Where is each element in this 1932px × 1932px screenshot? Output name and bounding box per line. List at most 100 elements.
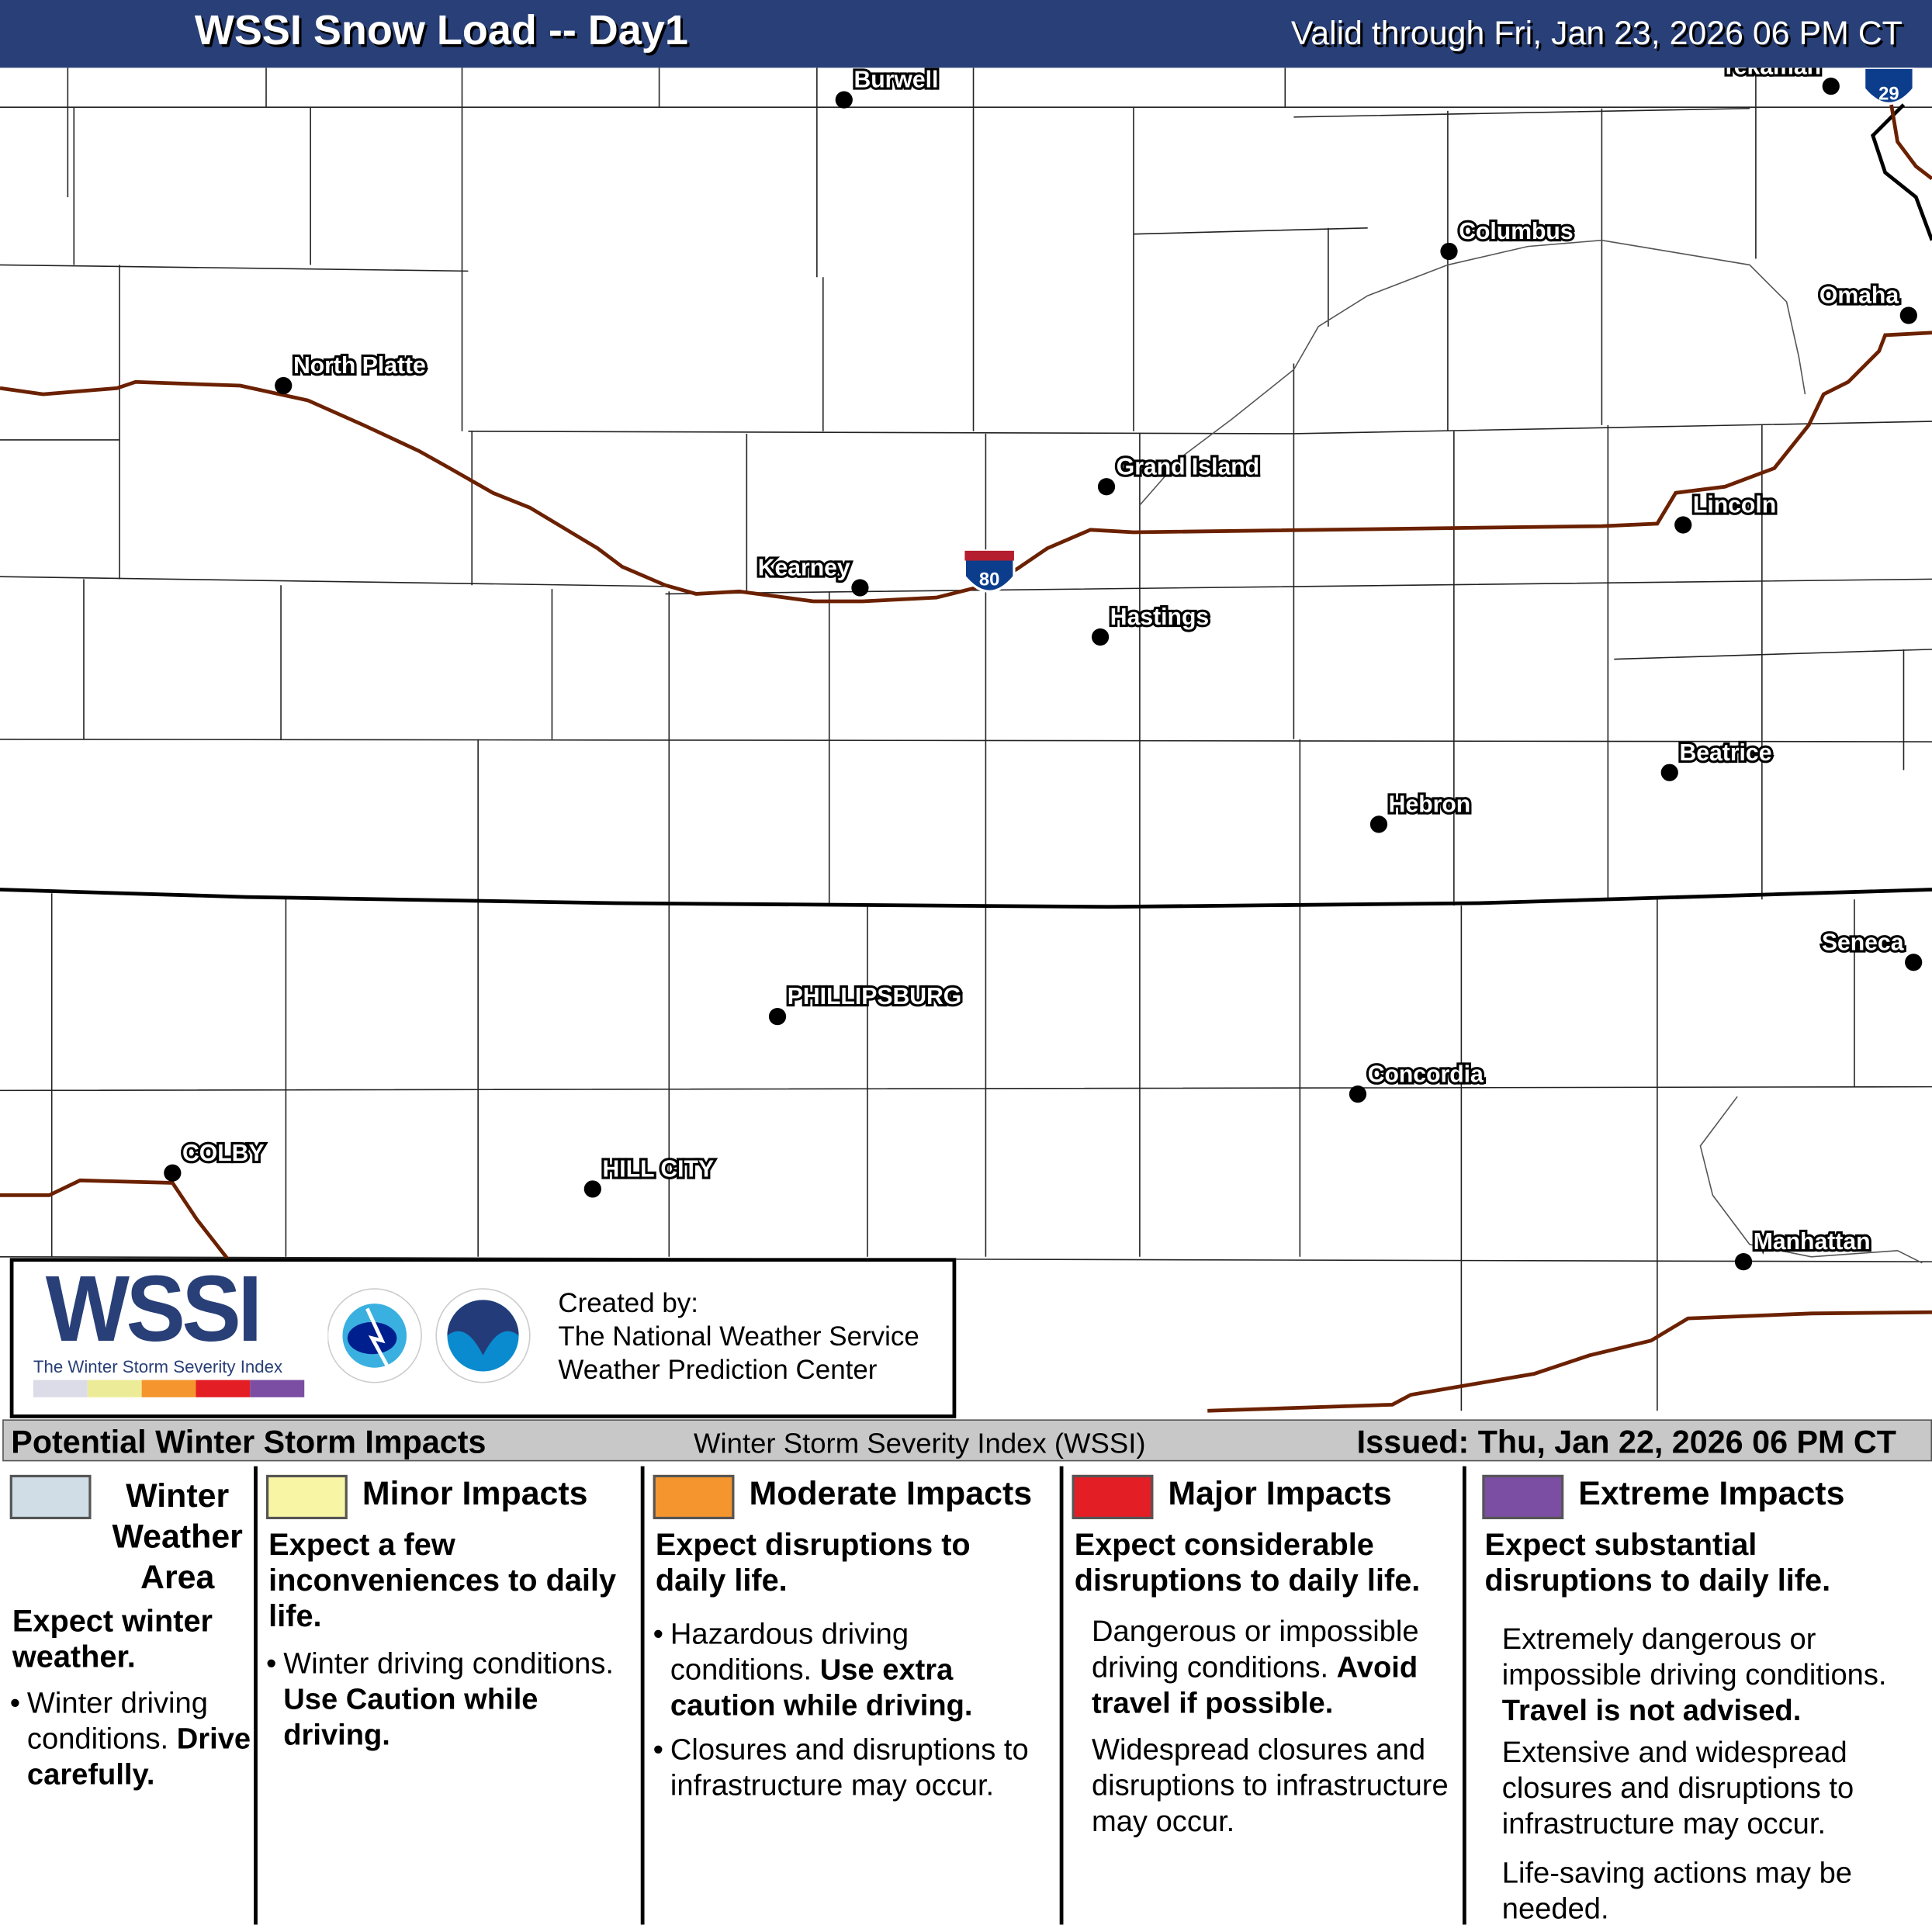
- created-by: Created by:: [558, 1287, 698, 1319]
- county-lines: [0, 68, 1932, 1411]
- legend-minor: Minor Impacts Expect a few inconvenience…: [266, 1469, 639, 1925]
- swatch-moderate: [653, 1474, 735, 1520]
- org-nws: The National Weather Service: [558, 1321, 919, 1352]
- city-phillipsburg: PHILLIPSBURG: [768, 982, 964, 1026]
- city-dot: [583, 1180, 601, 1198]
- divider: [1462, 1466, 1466, 1925]
- category-headline: Expect disruptions to daily life.: [655, 1528, 971, 1598]
- legend-header: Potential Winter Storm Impacts Winter St…: [2, 1419, 1932, 1462]
- city-omaha: Omaha: [1817, 280, 1917, 324]
- shield-i80: 80: [963, 549, 1016, 593]
- city-dot: [1905, 954, 1923, 971]
- city-label: Manhattan: [1754, 1229, 1871, 1255]
- legend-title: Potential Winter Storm Impacts: [11, 1423, 486, 1460]
- river: [1139, 239, 1923, 1264]
- shield-i29: 29: [1863, 68, 1915, 105]
- interstate-70: [0, 1178, 230, 1261]
- category-headline: Expect winter weather.: [12, 1604, 213, 1675]
- i29-label: 29: [1878, 84, 1899, 105]
- city-label: Beatrice: [1679, 740, 1771, 766]
- city-label: Concordia: [1368, 1061, 1484, 1087]
- wssi-color-bar: [33, 1380, 305, 1397]
- category-text: Life-saving actions may be needed.: [1501, 1857, 1853, 1927]
- city-north-platte: North Platte: [275, 351, 428, 395]
- valid-time: Valid through Fri, Jan 23, 2026 06 PM CT: [1290, 15, 1903, 52]
- category-headline: Expect substantial disruptions to daily …: [1484, 1528, 1831, 1598]
- legend-subtitle: Winter Storm Severity Index (WSSI): [694, 1426, 1146, 1459]
- swatch-minor: [266, 1474, 348, 1520]
- city-columbus: Columbus: [1440, 216, 1576, 261]
- city-dot: [1899, 306, 1917, 324]
- city-label: Hastings: [1110, 604, 1209, 630]
- city-dot: [164, 1164, 182, 1182]
- city-label: PHILLIPSBURG: [788, 984, 962, 1009]
- city-dot: [1369, 815, 1388, 833]
- category-text: Extremely dangerous or impossible drivin…: [1501, 1622, 1887, 1728]
- credits: Created by: The National Weather Service…: [558, 1286, 919, 1387]
- category-bullet: Winter driving conditions. Drive careful…: [10, 1685, 268, 1792]
- interstate-29: [1889, 104, 1932, 181]
- category-bullet: Closures and disruptions to infrastructu…: [653, 1733, 1053, 1804]
- wssi-tagline: The Winter Storm Severity Index: [33, 1356, 283, 1376]
- city-label: Kearney: [758, 556, 850, 581]
- swatch-major: [1072, 1474, 1154, 1520]
- legend-extreme: Extreme Impacts Expect substantial disru…: [1482, 1469, 1926, 1927]
- category-text: Widespread closures and disruptions to i…: [1091, 1733, 1449, 1839]
- wssi-logo: WSSI: [45, 1256, 262, 1362]
- org-wpc: Weather Prediction Center: [558, 1354, 878, 1385]
- category-headline: Expect a few inconveniences to daily lif…: [268, 1528, 617, 1634]
- title-bar: WSSI Snow Load -- Day1 Valid through Fri…: [0, 0, 1932, 68]
- city-beatrice: Beatrice: [1660, 738, 1774, 781]
- city-hastings: Hastings: [1091, 602, 1211, 646]
- logo-box: WSSI The Winter Storm Severity Index Cre…: [9, 1256, 957, 1418]
- cities: Burwell Tekamah Columbus Omaha North Platte G…: [164, 68, 1923, 1271]
- category-headline: Expect considerable disruptions to daily…: [1074, 1528, 1421, 1598]
- legend-moderate: Moderate Impacts Expect disruptions to d…: [653, 1469, 1058, 1925]
- i80-label: 80: [979, 569, 1000, 590]
- city-label: North Platte: [293, 353, 426, 379]
- city-dot: [1734, 1253, 1753, 1271]
- city-label: Tekamah: [1722, 68, 1822, 79]
- category-name: Extreme Impacts: [1578, 1474, 1845, 1512]
- city-label: COLBY: [182, 1141, 265, 1166]
- interstate-80: [0, 331, 1932, 604]
- city-grand-island: Grand Island: [1097, 452, 1262, 496]
- city-label: Grand Island: [1117, 454, 1259, 480]
- city-label: HILL CITY: [603, 1157, 715, 1182]
- city-kearney: Kearney: [756, 552, 869, 597]
- legend-winter-weather: Winter Weather Area Expect winter weathe…: [9, 1469, 251, 1925]
- category-text: Extensive and widespread closures and di…: [1501, 1736, 1854, 1841]
- category-bullet: Hazardous driving conditions. Use extra …: [653, 1616, 1040, 1723]
- city-dot: [275, 376, 293, 395]
- category-name: Winter Weather Area: [112, 1477, 243, 1596]
- city-label: Burwell: [853, 68, 938, 92]
- category-bullet: Winter driving conditions. Use Caution w…: [266, 1646, 653, 1754]
- city-dot: [851, 579, 869, 597]
- city-lincoln: Lincoln: [1674, 490, 1778, 534]
- city-dot: [1674, 516, 1692, 534]
- category-name: Major Impacts: [1168, 1474, 1392, 1512]
- city-dot: [835, 91, 853, 109]
- city-tekamah: Tekamah: [1719, 68, 1840, 95]
- city-colby: COLBY: [164, 1138, 267, 1182]
- state-line: [0, 103, 1932, 909]
- city-label: Columbus: [1459, 219, 1573, 244]
- city-concordia: Concordia: [1349, 1059, 1486, 1103]
- agency-logos: [327, 1288, 531, 1383]
- city-dot: [1822, 78, 1840, 95]
- nws-logo-icon: [327, 1288, 422, 1383]
- city-dot: [768, 1007, 787, 1026]
- category-text: Dangerous or impossible driving conditio…: [1091, 1615, 1419, 1720]
- noaa-logo-icon: [435, 1288, 531, 1383]
- city-hill-city: HILL CITY: [583, 1154, 716, 1198]
- map: 80 29 Burwell Tekamah Columbus Omaha North P…: [0, 68, 1932, 1413]
- city-label: Omaha: [1819, 283, 1899, 309]
- city-dot: [1349, 1085, 1367, 1103]
- city-hebron: Hebron: [1369, 789, 1473, 833]
- swatch-winter-weather: [9, 1474, 92, 1520]
- issued-time: Issued: Thu, Jan 22, 2026 06 PM CT: [1356, 1423, 1896, 1460]
- highways: [0, 104, 1932, 1413]
- map-title: WSSI Snow Load -- Day1: [194, 7, 688, 54]
- highway-kansas: [1207, 1310, 1932, 1413]
